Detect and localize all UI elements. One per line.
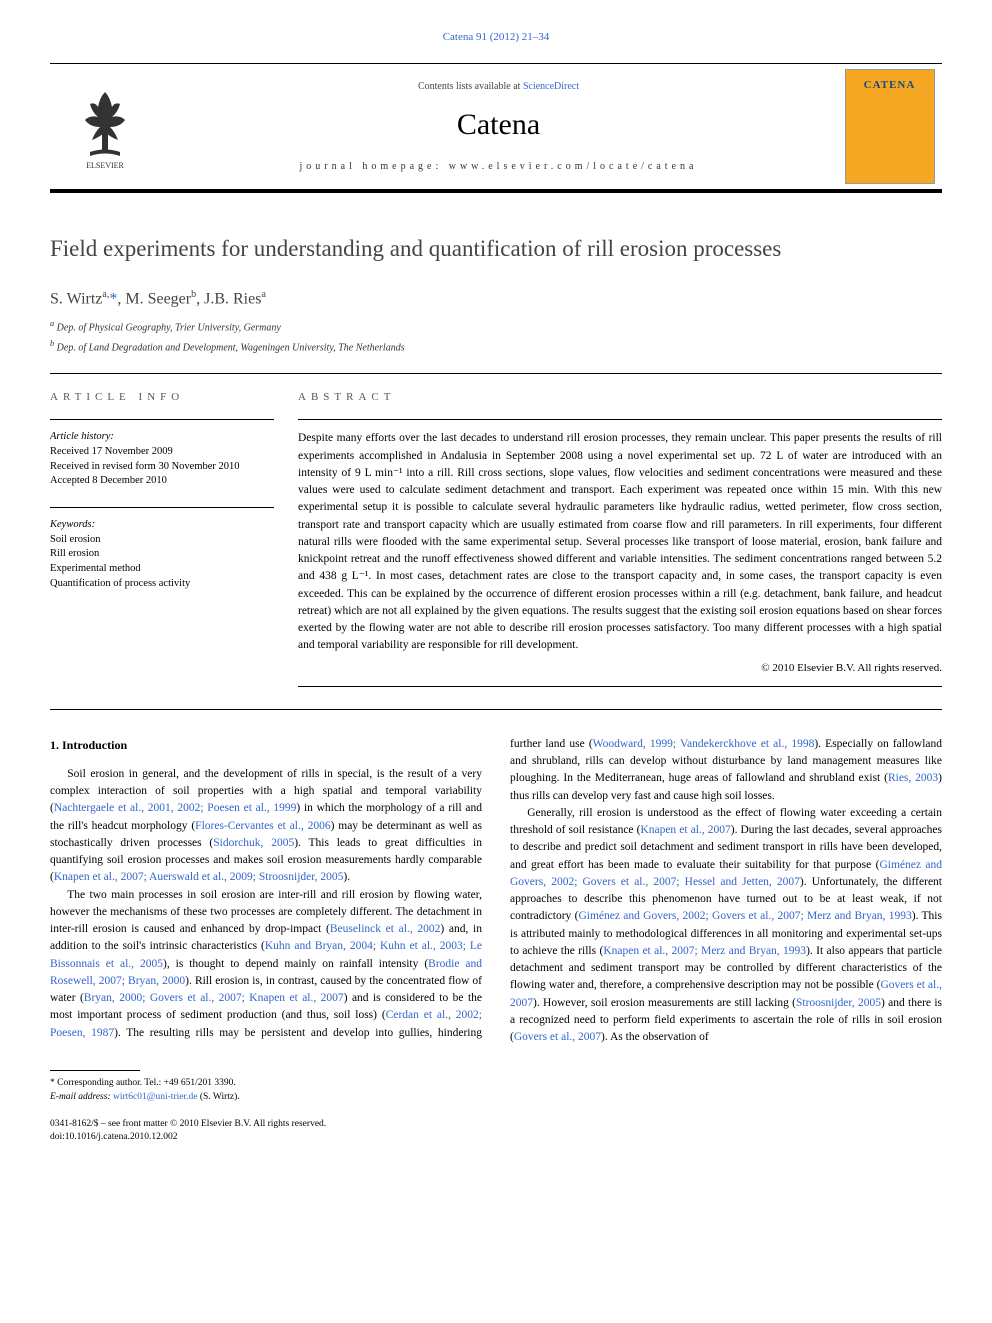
ref-link[interactable]: Knapen et al., 2007; Auerswald et al., 2…: [54, 871, 344, 883]
ref-link[interactable]: Flores-Cervantes et al., 2006: [195, 820, 330, 832]
body-text: 1. Introduction Soil erosion in general,…: [50, 736, 942, 1047]
article-info-column: ARTICLE INFO Article history: Received 1…: [50, 373, 298, 687]
ref-link[interactable]: Knapen et al., 2007: [640, 824, 730, 836]
email-label: E-mail address:: [50, 1092, 111, 1102]
keywords-label: Keywords:: [50, 518, 274, 533]
doi-line: doi:10.1016/j.catena.2010.12.002: [50, 1131, 942, 1144]
ref-link[interactable]: Giménez and Govers, 2002; Govers et al.,…: [578, 910, 911, 922]
abstract-copyright: © 2010 Elsevier B.V. All rights reserved…: [298, 661, 942, 676]
ref-link[interactable]: Stroosnijder, 2005: [796, 997, 881, 1009]
svg-text:ELSEVIER: ELSEVIER: [86, 161, 124, 170]
author-list: S. Wirtza,*, M. Seegerb, J.B. Riesa: [50, 288, 942, 311]
body-separator: [50, 709, 942, 710]
affiliation-b: b Dep. of Land Degradation and Developme…: [50, 338, 942, 355]
issn-line: 0341-8162/$ – see front matter © 2010 El…: [50, 1118, 942, 1131]
author-1: S. Wirtz: [50, 290, 102, 307]
elsevier-logo-icon: ELSEVIER: [70, 82, 140, 172]
cover-box: CATENA: [837, 64, 942, 189]
email-link[interactable]: wirt6c01@uni-trier.de: [113, 1092, 197, 1102]
contents-line: Contents lists available at ScienceDirec…: [418, 80, 579, 94]
ref-link[interactable]: Sidorchuk, 2005: [213, 837, 294, 849]
author-3: , J.B. Ries: [196, 290, 261, 307]
masthead-center: Contents lists available at ScienceDirec…: [160, 64, 837, 189]
journal-homepage: journal homepage: www.elsevier.com/locat…: [300, 160, 698, 174]
sciencedirect-link[interactable]: ScienceDirect: [523, 81, 579, 92]
ref-link[interactable]: Bryan, 2000; Govers et al., 2007; Knapen…: [84, 992, 344, 1004]
history-label: Article history:: [50, 430, 274, 445]
publisher-logo-box: ELSEVIER: [50, 64, 160, 189]
author-2: , M. Seeger: [117, 290, 191, 307]
abstract-heading: ABSTRACT: [298, 390, 942, 405]
article-info-heading: ARTICLE INFO: [50, 390, 274, 405]
article-title: Field experiments for understanding and …: [50, 233, 942, 265]
masthead: ELSEVIER Contents lists available at Sci…: [50, 63, 942, 193]
author-3-affil: a: [261, 289, 265, 300]
ref-link[interactable]: Nachtergaele et al., 2001, 2002; Poesen …: [54, 802, 297, 814]
journal-title: Catena: [457, 104, 540, 146]
abstract-text: Despite many efforts over the last decad…: [298, 430, 942, 654]
ref-link[interactable]: Beuselinck et al., 2002: [330, 923, 440, 935]
ref-link[interactable]: Govers et al., 2007: [514, 1031, 601, 1043]
corresponding-author-note: * Corresponding author. Tel.: +49 651/20…: [50, 1077, 942, 1090]
contents-prefix: Contents lists available at: [418, 81, 523, 92]
history-revised: Received in revised form 30 November 201…: [50, 460, 274, 475]
email-line: E-mail address: wirt6c01@uni-trier.de (S…: [50, 1091, 942, 1104]
footer-block: 0341-8162/$ – see front matter © 2010 El…: [50, 1118, 942, 1145]
keyword-2: Rill erosion: [50, 547, 274, 562]
cover-title: CATENA: [864, 78, 916, 93]
footnote-separator: [50, 1070, 140, 1071]
footnotes: * Corresponding author. Tel.: +49 651/20…: [50, 1077, 942, 1104]
keyword-3: Experimental method: [50, 562, 274, 577]
citation-link[interactable]: Catena 91 (2012) 21–34: [443, 31, 550, 43]
history-received: Received 17 November 2009: [50, 445, 274, 460]
affiliation-a: a Dep. of Physical Geography, Trier Univ…: [50, 318, 942, 335]
history-accepted: Accepted 8 December 2010: [50, 474, 274, 489]
journal-cover-thumb: CATENA: [845, 69, 935, 184]
keyword-4: Quantification of process activity: [50, 577, 274, 592]
abstract-column: ABSTRACT Despite many efforts over the l…: [298, 373, 942, 687]
ref-link[interactable]: Ries, 2003: [888, 772, 938, 784]
section-1-heading: 1. Introduction: [50, 736, 482, 754]
email-attribution: (S. Wirtz).: [200, 1092, 240, 1102]
body-p1: Soil erosion in general, and the develop…: [50, 766, 482, 887]
ref-link[interactable]: Knapen et al., 2007; Merz and Bryan, 199…: [603, 945, 806, 957]
top-citation: Catena 91 (2012) 21–34: [50, 30, 942, 45]
body-p3: Generally, rill erosion is understood as…: [510, 805, 942, 1047]
keyword-1: Soil erosion: [50, 533, 274, 548]
keywords-block: Keywords: Soil erosion Rill erosion Expe…: [50, 518, 274, 591]
article-history: Article history: Received 17 November 20…: [50, 430, 274, 489]
ref-link[interactable]: Woodward, 1999; Vandekerckhove et al., 1…: [593, 738, 815, 750]
